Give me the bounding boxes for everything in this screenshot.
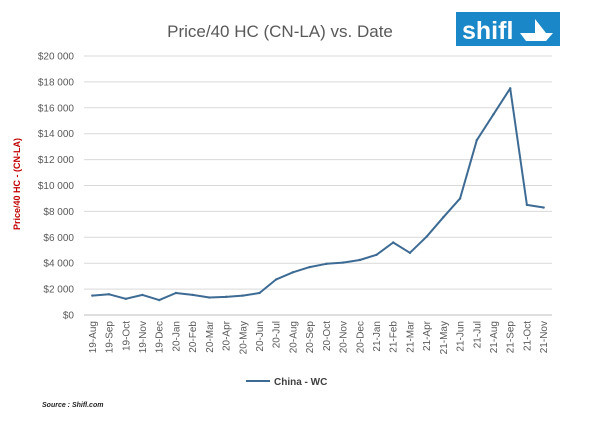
data-point xyxy=(475,138,478,142)
y-tick-label: $16 000 xyxy=(38,103,75,114)
y-tick-label: $2 000 xyxy=(43,285,74,296)
y-tick-label: $18 000 xyxy=(38,77,75,88)
x-tick-label: 20-Mar xyxy=(205,320,216,352)
x-tick-label: 21-Oct xyxy=(522,321,533,351)
y-tick-label: $12 000 xyxy=(38,155,75,166)
x-tick-label: 20-Apr xyxy=(222,320,233,351)
x-tick-label: 20-Jan xyxy=(171,321,182,352)
data-point xyxy=(91,294,94,297)
x-tick-label: 21-Nov xyxy=(539,321,550,353)
x-tick-label: 21-Feb xyxy=(389,321,400,353)
series-layer xyxy=(91,87,545,302)
x-tick-label: 21-Mar xyxy=(405,320,416,352)
y-axis-label-prefix: Price/ xyxy=(12,205,22,230)
data-point xyxy=(375,253,378,256)
data-point xyxy=(408,251,412,255)
gridlines xyxy=(84,55,552,316)
x-tick-label: 21-May xyxy=(439,321,450,354)
x-axis-ticks: 19-Aug 19-Sep 19-Oct 19-Nov 19-Dec 20-Jan 20-F… xyxy=(88,320,550,354)
data-point xyxy=(124,297,127,301)
y-tick-label: $14 000 xyxy=(38,129,75,140)
x-tick-label: 19-Dec xyxy=(155,321,166,353)
data-point xyxy=(191,293,194,297)
x-tick-label: 20-Sep xyxy=(305,321,316,354)
data-point xyxy=(509,87,512,90)
boat-icon xyxy=(520,19,553,41)
shifl-logo: shifl xyxy=(456,12,560,46)
source-note: Source : Shifl.com xyxy=(42,402,103,409)
data-point xyxy=(425,235,428,238)
x-tick-label: 21-Jul xyxy=(472,321,483,348)
x-tick-label: 20-May xyxy=(238,321,249,354)
x-tick-label: 20-Feb xyxy=(188,321,199,353)
y-tick-label: $8 000 xyxy=(43,207,74,218)
series-line-china-wc xyxy=(92,87,544,302)
legend-label: China - WC xyxy=(274,377,327,388)
data-point xyxy=(308,265,311,269)
y-tick-label: $4 000 xyxy=(43,259,74,270)
x-tick-label: 19-Aug xyxy=(88,321,99,353)
data-point xyxy=(141,293,144,297)
data-point xyxy=(325,262,328,266)
data-point xyxy=(174,291,178,295)
x-tick-label: 21-Jun xyxy=(456,321,467,352)
data-point xyxy=(291,271,295,274)
data-point xyxy=(341,261,345,264)
x-tick-label: 19-Sep xyxy=(105,321,116,354)
data-point xyxy=(107,293,111,296)
y-tick-label: $10 000 xyxy=(38,181,75,192)
x-tick-label: 20-Aug xyxy=(288,321,299,353)
data-point xyxy=(208,296,211,299)
x-tick-label: 19-Oct xyxy=(121,321,132,351)
x-tick-label: 21-Sep xyxy=(506,321,517,354)
x-tick-label: 20-Nov xyxy=(339,321,350,353)
y-tick-label: $6 000 xyxy=(43,233,74,244)
data-point xyxy=(392,241,395,244)
data-point xyxy=(241,294,244,297)
y-tick-label: $20 000 xyxy=(38,52,75,63)
y-axis-label: Price/40 HC - (CN-LA) xyxy=(12,138,22,230)
data-point xyxy=(442,216,445,219)
y-axis-label-rest: 40 HC - (CN-LA) xyxy=(12,138,22,206)
x-tick-label: 21-Aug xyxy=(489,321,500,353)
y-tick-label: $0 xyxy=(63,311,75,322)
data-point xyxy=(525,203,529,207)
data-point xyxy=(224,295,228,299)
y-axis-ticks: $0 $2 000 $4 000 $6 000 $8 000 $10 000 $12 000… xyxy=(38,52,75,322)
data-point xyxy=(158,298,161,302)
logo-text: shifl xyxy=(462,17,513,45)
data-point xyxy=(358,258,361,262)
data-point xyxy=(542,206,545,209)
data-point xyxy=(275,278,278,281)
data-point xyxy=(492,113,495,116)
chart-title: Price/40 HC (CN-LA) vs. Date xyxy=(167,22,393,41)
x-tick-label: 20-Jul xyxy=(272,321,283,348)
data-point xyxy=(458,197,462,200)
data-point xyxy=(258,291,261,295)
x-tick-label: 20-Oct xyxy=(322,321,333,351)
x-tick-label: 21-Jan xyxy=(372,321,383,352)
x-tick-label: 20-Jun xyxy=(255,321,266,352)
x-tick-label: 20-Dec xyxy=(355,321,366,353)
x-tick-label: 19-Nov xyxy=(138,321,149,353)
legend: China - WC xyxy=(246,377,327,388)
x-tick-label: 21-Apr xyxy=(422,320,433,351)
